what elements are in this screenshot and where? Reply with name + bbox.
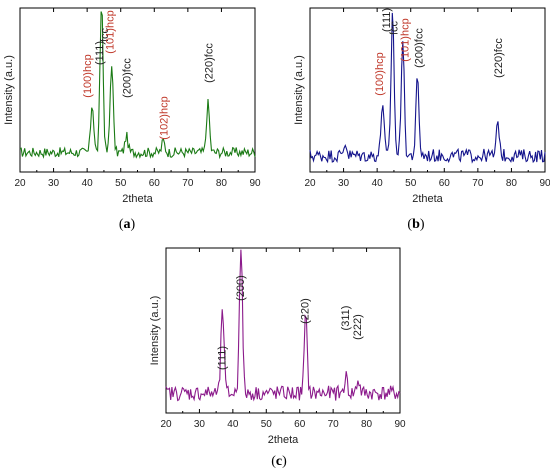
panel-caption: (a) [119, 217, 136, 232]
peak-annotation: (111) [381, 8, 393, 32]
x-tick-label: 30 [48, 178, 60, 189]
x-tick-label: 80 [361, 419, 373, 430]
y-axis-label: Intensity (a.u.) [3, 55, 15, 125]
x-tick-label: 50 [405, 178, 417, 189]
series-line [19, 11, 256, 160]
x-tick-label: 70 [182, 178, 194, 189]
peak-annotation: (220) [300, 298, 312, 324]
x-tick-label: 20 [14, 178, 26, 189]
x-tick-label: 80 [506, 178, 518, 189]
plot-frame [19, 7, 256, 173]
x-tick-label: 30 [194, 419, 206, 430]
panel-a: 20 30 40 50 60 70 80 90 2theta Intensity (a.u.) (1… [3, 7, 261, 232]
peak-annotation: (100)hcp [82, 54, 94, 97]
x-tick-label: 90 [249, 178, 261, 189]
panel-b: 20 30 40 50 60 70 80 90 2theta Intensity (a.u.) (1… [293, 7, 550, 232]
x-tick-label: 60 [149, 178, 161, 189]
peak-annotation: (200) [235, 275, 247, 301]
x-tick-label: 40 [227, 419, 239, 430]
x-tick-label: 60 [294, 419, 306, 430]
x-tick-label: 50 [261, 419, 273, 430]
peak-annotation: (111) [216, 346, 228, 370]
peak-annotation: (220)fcc [493, 38, 505, 78]
x-tick-label: 30 [338, 178, 350, 189]
series-line [309, 12, 546, 164]
x-tick-label: 70 [328, 419, 340, 430]
x-tick-label: 90 [539, 178, 550, 189]
peak-annotation: fcc [99, 27, 111, 42]
peak-annotation: fcc [389, 20, 401, 35]
peak-annotation: (101)hcp [400, 18, 412, 61]
peak-annotation: (220)fcc [204, 43, 216, 83]
peak-annotation: (102)hcp [158, 96, 170, 139]
peak-annotation: (311) [340, 306, 352, 331]
x-axis-label: 2theta [268, 434, 299, 446]
panel-caption: (c) [271, 454, 287, 469]
x-tick-label: 80 [216, 178, 228, 189]
x-axis-label: 2theta [122, 193, 153, 205]
x-tick-label: 20 [160, 419, 172, 430]
x-tick-label: 40 [82, 178, 94, 189]
x-tick-label: 20 [304, 178, 316, 189]
peak-annotation: (200)fcc [121, 58, 133, 98]
x-tick-label: 70 [472, 178, 484, 189]
x-axis-label: 2theta [412, 193, 443, 205]
peak-annotation: (222) [352, 314, 364, 340]
plot-frame [309, 7, 546, 173]
peak-annotation: (100)hcp [374, 52, 386, 95]
x-tick-label: 90 [394, 419, 406, 430]
x-tick-label: 40 [372, 178, 384, 189]
y-axis-label: Intensity (a.u.) [149, 296, 161, 366]
peak-annotation: (101)hcp [105, 10, 117, 53]
x-tick-label: 50 [115, 178, 127, 189]
panel-caption: (b) [407, 217, 424, 232]
series-line [165, 249, 401, 402]
panel-c: 20 30 40 50 60 70 80 90 2theta Intensity (a.u.) (1… [149, 247, 406, 469]
peak-annotation: (200)fcc [413, 28, 425, 68]
x-tick-label: 60 [439, 178, 451, 189]
peak-annotation: (111) [94, 41, 106, 65]
y-axis-label: Intensity (a.u.) [293, 55, 305, 125]
